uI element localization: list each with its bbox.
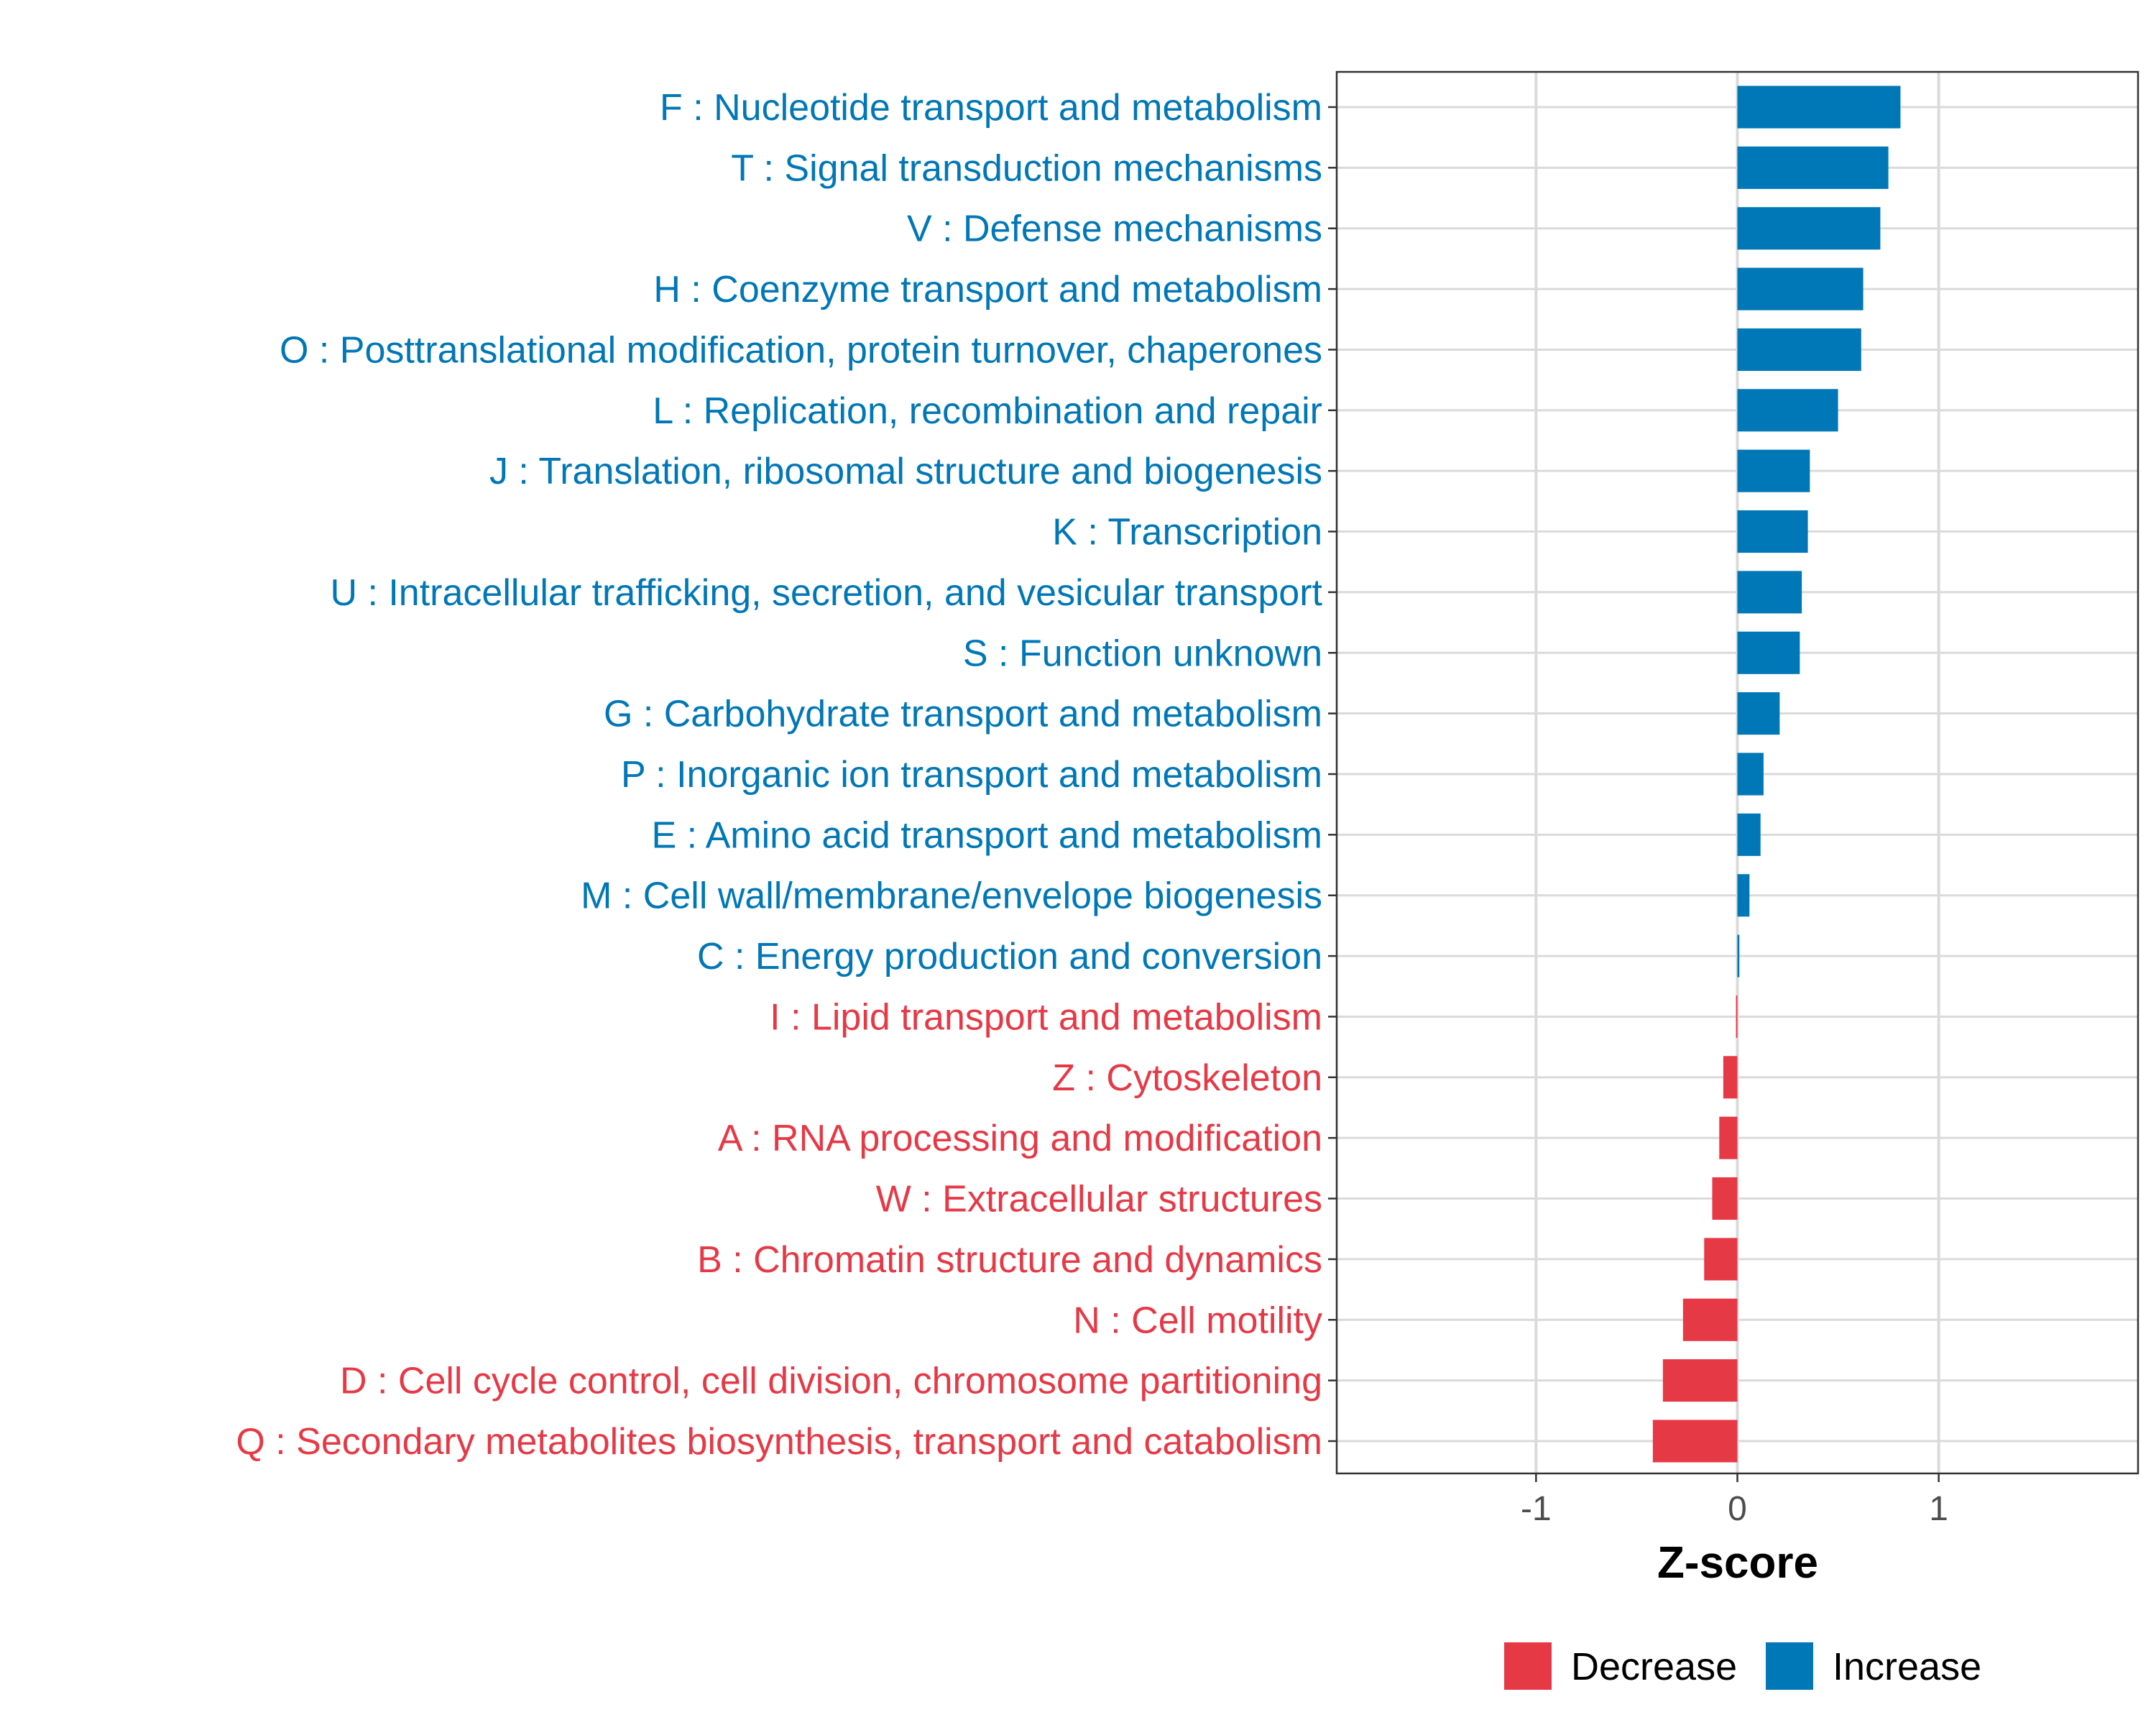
bar <box>1723 1056 1738 1099</box>
y-tick-label: S : Function unknown <box>963 632 1322 674</box>
y-tick-label: G : Carbohydrate transport and metabolis… <box>604 694 1322 735</box>
y-tick-label: V : Defense mechanisms <box>907 208 1322 250</box>
bar <box>1737 328 1861 371</box>
legend: Decrease Increase <box>1504 1642 1981 1690</box>
y-tick-label: Q : Secondary metabolites biosynthesis, … <box>236 1421 1322 1463</box>
x-tick-label: -1 <box>1521 1490 1552 1528</box>
bar <box>1737 86 1901 129</box>
x-tick-label: 0 <box>1728 1490 1747 1528</box>
x-axis-title: Z-score <box>1657 1538 1818 1588</box>
bar <box>1704 1238 1738 1281</box>
y-axis-labels: F : Nucleotide transport and metabolism T… <box>236 87 1337 1463</box>
legend-label: Decrease <box>1571 1645 1737 1688</box>
y-tick-label: C : Energy production and conversion <box>697 936 1322 978</box>
bar <box>1737 449 1810 492</box>
y-tick-label: O : Posttranslational modification, prot… <box>280 329 1322 371</box>
y-tick-label: D : Cell cycle control, cell division, c… <box>340 1361 1322 1402</box>
y-tick-label: J : Translation, ribosomal structure and… <box>489 451 1322 492</box>
y-tick-label: A : RNA processing and modification <box>718 1118 1322 1159</box>
x-axis-ticks: -1 0 1 <box>1521 1473 1948 1528</box>
y-tick-label: Z : Cytoskeleton <box>1052 1057 1322 1099</box>
bar <box>1737 813 1761 856</box>
y-tick-label: N : Cell motility <box>1073 1300 1322 1341</box>
y-tick-label: B : Chromatin structure and dynamics <box>697 1239 1322 1281</box>
bar <box>1719 1116 1738 1159</box>
bar <box>1737 874 1750 917</box>
bar <box>1737 146 1889 189</box>
bar <box>1737 692 1780 735</box>
bar <box>1736 995 1738 1038</box>
y-tick-label: P : Inorganic ion transport and metaboli… <box>621 754 1322 796</box>
bar <box>1737 571 1802 614</box>
legend-key <box>1766 1642 1813 1690</box>
legend-key <box>1504 1642 1552 1690</box>
y-tick-label: T : Signal transduction mechanisms <box>731 147 1322 189</box>
y-tick-label: F : Nucleotide transport and metabolism <box>660 87 1322 129</box>
y-tick-label: I : Lipid transport and metabolism <box>770 996 1322 1038</box>
bar <box>1737 207 1881 250</box>
y-tick-label: H : Coenzyme transport and metabolism <box>653 269 1322 310</box>
bar <box>1737 389 1838 432</box>
bar <box>1737 267 1864 310</box>
x-tick-label: 1 <box>1929 1490 1948 1528</box>
bar <box>1737 934 1740 978</box>
y-tick-label: U : Intracellular trafficking, secretion… <box>330 572 1322 614</box>
bar <box>1712 1177 1738 1220</box>
bar <box>1652 1420 1738 1463</box>
y-tick-label: M : Cell wall/membrane/envelope biogenes… <box>581 875 1322 917</box>
y-tick-label: L : Replication, recombination and repai… <box>653 390 1322 432</box>
y-tick-label: W : Extracellular structures <box>876 1179 1322 1220</box>
bar <box>1737 510 1808 553</box>
y-tick-label: E : Amino acid transport and metabolism <box>651 814 1322 856</box>
y-tick-label: K : Transcription <box>1052 512 1322 553</box>
bar <box>1662 1359 1738 1402</box>
bar <box>1682 1298 1738 1341</box>
bars <box>1652 86 1901 1463</box>
bar <box>1737 753 1764 796</box>
legend-label: Increase <box>1833 1645 1981 1688</box>
bar <box>1737 631 1800 674</box>
